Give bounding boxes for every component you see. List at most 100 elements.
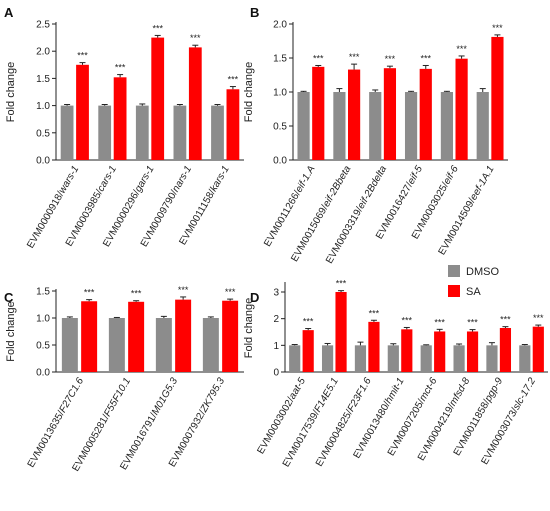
panel-b-bar-sa [348,69,361,160]
panel-b-y-tick-label: 1.5 [273,54,287,65]
panel-a-bar-sa [76,64,89,160]
panel-d-bar-sa [368,321,380,372]
panel-b-bar-dmso [369,92,382,160]
panel-d-bar-dmso [387,345,399,372]
panel-c-bar-sa [81,301,98,372]
panel-c-significance-label: *** [225,287,236,297]
panel-b-bar-sa [455,58,468,160]
legend-swatch-sa [448,285,460,297]
panel-b-y-tick-label: 0.0 [273,156,287,167]
panel-c-y-tick-label: 0.0 [36,368,50,379]
panel-c-significance-label: *** [131,289,142,299]
panel-d-bar-sa [335,292,347,372]
panel-c-bar-dmso [202,318,219,372]
panel-a-bar-dmso [98,105,112,160]
panel-d-bar-sa [466,331,479,372]
panel-b-significance-label: *** [456,44,467,54]
legend: DMSO SA [448,265,499,298]
panel-a-significance-label: *** [190,33,201,43]
panel-a-y-tick-label: 2.0 [36,47,50,58]
panel-d-significance-label: *** [402,315,413,325]
panel-d-bar-sa [434,331,446,372]
panel-c-significance-label: *** [84,288,95,298]
panel-d-y-tick-label: 2 [273,314,279,325]
panel-b-y-tick-label: 1.0 [273,88,287,99]
panel-b-y-tick-label: 0.5 [273,122,287,133]
panel-d-bar-dmso [486,345,498,372]
panel-d-bar-sa [401,329,413,372]
panel-c-bar-dmso [155,318,172,372]
panel-a-letter: A [4,5,14,20]
panel-a-bar-dmso [211,105,224,160]
panel-a-bar-sa [226,89,240,160]
panel-d-significance-label: *** [500,315,511,325]
panel-d-significance-label: *** [467,318,478,328]
panel-b-bar-dmso [297,92,310,160]
panel-b-letter: B [250,5,259,20]
panel-a-y-tick-label: 1.5 [36,74,50,85]
panel-a-bar-dmso [173,105,187,160]
panel-a-bar-dmso [60,105,74,160]
panel-d-y-tick-label: 0 [273,368,279,379]
panel-b-y-axis-label: Fold change [243,62,255,123]
panel-c-bar-sa [175,299,192,372]
panel-a-y-tick-label: 1.0 [36,101,50,112]
panel-b-bar-sa [491,36,504,160]
panel-d-significance-label: *** [369,308,380,318]
panel-b-bar-dmso [333,92,346,160]
panel-d-bar-dmso [289,345,301,372]
panel-c-bar-dmso [61,318,78,372]
panel-d-letter: D [250,290,259,305]
panel-b-bar-sa [383,68,397,160]
panel-b-significance-label: *** [492,23,503,33]
panel-a-significance-label: *** [152,23,163,33]
panel-a-significance-label: *** [77,51,88,61]
panel-c-bar-sa [222,300,239,372]
panel-c-significance-label: *** [178,285,189,295]
panel-a-bar-sa [113,77,127,160]
panel-a-bar-sa [151,37,165,160]
panel-c-bar-sa [128,301,145,372]
panel-a-significance-label: *** [228,75,239,85]
panel-b-bar-dmso [404,92,418,160]
legend-label-dmso: DMSO [466,266,499,278]
panel-c-bar-dmso [108,318,125,372]
panel-d-bar-sa [532,326,544,372]
legend-swatch-dmso [448,265,460,277]
panel-b-bar-dmso [476,92,489,160]
panel-d-y-tick-label: 3 [273,288,279,299]
panel-d-significance-label: *** [434,317,445,327]
panel-d-significance-label: *** [533,313,544,323]
panel-c-y-tick-label: 1.0 [36,314,50,325]
panel-d-bar-sa [499,328,512,372]
panel-b-significance-label: *** [421,53,432,63]
panel-b-bar-sa [419,68,432,160]
panel-c-y-tick-label: 1.5 [36,287,50,298]
panel-d-bar-dmso [519,345,531,372]
panel-a-y-tick-label: 2.5 [36,20,50,31]
panel-d-bar-dmso [354,345,367,372]
panel-d-significance-label: *** [336,279,347,289]
panel-d-bar-sa [302,330,314,372]
panel-a-y-axis-label: Fold change [5,62,17,123]
panel-c-letter: C [4,290,14,305]
panel-d-bar-dmso [453,345,465,372]
panel-d-y-tick-label: 1 [273,341,279,352]
panel-c-y-axis-label: Fold change [5,301,17,362]
panel-b-significance-label: *** [349,52,360,62]
legend-label-sa: SA [466,286,481,298]
panel-b-significance-label: *** [385,54,396,64]
panel-d-significance-label: *** [303,317,314,327]
panel-c-y-tick-label: 0.5 [36,341,50,352]
panel-c-category-label: EVM0007932/ZK795.3 [167,376,227,470]
panel-a-y-tick-label: 0.0 [36,156,50,167]
panel-b-bar-dmso [440,92,453,160]
panel-b-bar-sa [312,66,325,160]
panel-b-significance-label: *** [313,53,324,63]
panel-a-significance-label: *** [115,63,126,73]
panel-b-category-label: EVM0003319/eif-2Bdelta [324,164,389,266]
